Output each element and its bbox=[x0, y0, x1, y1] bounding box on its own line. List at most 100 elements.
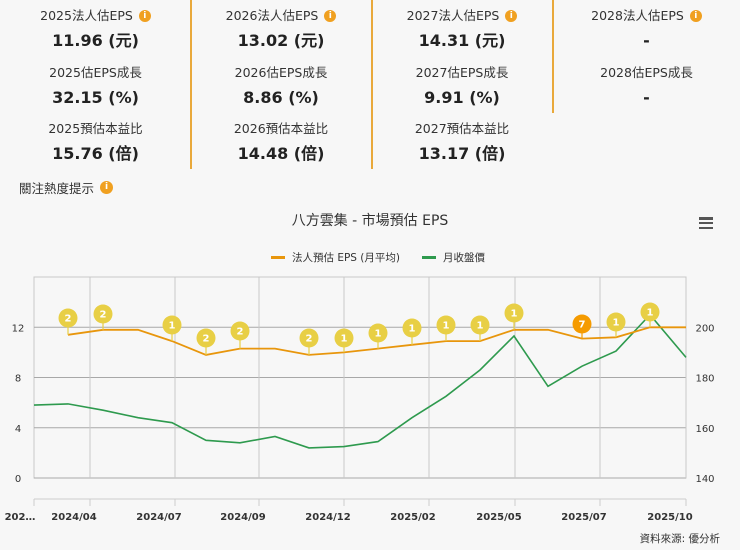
stats-column-2026: 2026法人估EPS i 13.02 (元) 2026估EPS成長 8.86 (%… bbox=[191, 0, 373, 170]
stat-pe-2025: 2025預估本益比 15.76 (倍) bbox=[0, 120, 191, 164]
info-icon[interactable]: i bbox=[100, 181, 114, 194]
info-icon[interactable]: i bbox=[505, 10, 518, 22]
svg-text:1: 1 bbox=[511, 309, 518, 320]
svg-text:140: 140 bbox=[695, 474, 714, 485]
attention-pin[interactable]: 1 bbox=[162, 315, 182, 342]
svg-text:1: 1 bbox=[409, 324, 416, 335]
svg-text:1: 1 bbox=[341, 334, 348, 345]
attention-pins: 2 2 1 2 2 2 1 1 1 1 1 1 7 1 1 bbox=[58, 302, 660, 355]
stat-pe-2027: 2027預估本益比 13.17 (倍) bbox=[371, 120, 553, 164]
svg-text:1: 1 bbox=[477, 321, 484, 332]
attention-pin[interactable]: 1 bbox=[436, 315, 456, 342]
stats-column-2028: 2028法人估EPS i - 2028估EPS成長 - bbox=[553, 0, 740, 170]
attention-pin[interactable]: 2 bbox=[299, 328, 319, 355]
attention-pin[interactable]: 1 bbox=[470, 315, 490, 342]
stat-pe-2026: 2026預估本益比 14.48 (倍) bbox=[191, 120, 371, 164]
attention-hint: 關注熱度提示 i bbox=[19, 178, 114, 197]
legend-label: 法人預估 EPS (月平均) bbox=[292, 252, 400, 264]
stat-eps-2025: 2025法人估EPS i 11.96 (元) bbox=[0, 7, 191, 51]
info-icon[interactable]: i bbox=[689, 10, 702, 22]
attention-label: 關注熱度提示 bbox=[19, 181, 95, 196]
legend-item-price[interactable]: 月收盤價 bbox=[422, 250, 485, 265]
attention-pin[interactable]: 1 bbox=[504, 303, 524, 330]
stats-column-2027: 2027法人估EPS i 14.31 (元) 2027估EPS成長 9.91 (%… bbox=[371, 0, 554, 170]
svg-text:2025/02: 2025/02 bbox=[390, 512, 435, 523]
svg-text:8: 8 bbox=[15, 374, 21, 385]
svg-text:4: 4 bbox=[15, 424, 21, 435]
stat-value: - bbox=[643, 88, 650, 107]
svg-text:200: 200 bbox=[695, 323, 714, 334]
svg-text:2024/09: 2024/09 bbox=[220, 512, 265, 523]
legend-item-eps[interactable]: 法人預估 EPS (月平均) bbox=[271, 250, 400, 265]
svg-text:2: 2 bbox=[203, 334, 210, 345]
svg-text:202…: 202… bbox=[5, 512, 36, 523]
stat-label: 2027法人估EPS bbox=[406, 8, 500, 23]
attention-pin[interactable]: 1 bbox=[640, 302, 660, 328]
stat-label: 2025預估本益比 bbox=[48, 121, 143, 136]
svg-text:2: 2 bbox=[65, 314, 72, 325]
svg-text:2: 2 bbox=[100, 310, 107, 321]
stat-label: 2025估EPS成長 bbox=[49, 65, 142, 80]
chart-menu-icon[interactable] bbox=[699, 217, 713, 229]
info-icon[interactable]: i bbox=[138, 10, 151, 22]
svg-text:1: 1 bbox=[647, 308, 654, 319]
stat-label: 2026法人估EPS bbox=[225, 8, 319, 23]
attention-pin[interactable]: 1 bbox=[334, 328, 354, 353]
attention-pin[interactable]: 2 bbox=[58, 308, 78, 335]
svg-text:2025/05: 2025/05 bbox=[476, 512, 521, 523]
chart-title: 八方雲集 - 市場預估 EPS bbox=[291, 213, 449, 229]
chart-legend: 法人預估 EPS (月平均) 月收盤價 bbox=[0, 250, 740, 265]
svg-text:2024/07: 2024/07 bbox=[136, 512, 181, 523]
attention-pin[interactable]: 1 bbox=[606, 312, 626, 338]
svg-text:2024/04: 2024/04 bbox=[51, 512, 96, 523]
svg-text:2025/10: 2025/10 bbox=[647, 512, 692, 523]
column-divider bbox=[190, 0, 192, 169]
stat-label: 2027預估本益比 bbox=[414, 121, 510, 136]
svg-text:2: 2 bbox=[306, 334, 313, 345]
stat-value: 13.17 (倍) bbox=[418, 144, 506, 163]
stat-value: 14.31 (元) bbox=[418, 31, 506, 50]
legend-label: 月收盤價 bbox=[443, 252, 485, 264]
column-divider bbox=[552, 0, 554, 113]
svg-text:1: 1 bbox=[169, 321, 176, 332]
stat-eps-2026: 2026法人估EPS i 13.02 (元) bbox=[191, 7, 371, 51]
info-icon[interactable]: i bbox=[324, 10, 337, 22]
attention-pin[interactable]: 7 bbox=[572, 314, 592, 339]
chart-grid bbox=[33, 276, 687, 479]
stat-eps-2027: 2027法人估EPS i 14.31 (元) bbox=[371, 7, 553, 51]
stats-column-2025: 2025法人估EPS i 11.96 (元) 2025估EPS成長 32.15 (… bbox=[0, 0, 192, 170]
stat-growth-2026: 2026估EPS成長 8.86 (%) bbox=[191, 64, 371, 108]
svg-text:2025/07: 2025/07 bbox=[561, 512, 606, 523]
stat-value: - bbox=[643, 31, 650, 50]
attention-pin[interactable]: 2 bbox=[93, 304, 113, 330]
stat-value: 15.76 (倍) bbox=[52, 144, 139, 163]
svg-text:2024/12: 2024/12 bbox=[305, 512, 350, 523]
svg-text:12: 12 bbox=[12, 323, 25, 334]
legend-swatch-eps bbox=[271, 256, 285, 259]
svg-text:160: 160 bbox=[695, 424, 714, 435]
svg-text:1: 1 bbox=[613, 318, 620, 329]
stat-value: 11.96 (元) bbox=[52, 31, 139, 50]
attention-pin[interactable]: 2 bbox=[230, 321, 250, 349]
attention-pin[interactable]: 1 bbox=[402, 318, 422, 345]
stat-growth-2028: 2028估EPS成長 - bbox=[553, 64, 740, 108]
attention-pin[interactable]: 2 bbox=[196, 328, 216, 355]
stat-value: 8.86 (%) bbox=[243, 88, 319, 107]
svg-text:7: 7 bbox=[579, 320, 586, 331]
stat-label: 2027估EPS成長 bbox=[415, 65, 509, 80]
stat-label: 2025法人估EPS bbox=[40, 8, 133, 23]
svg-text:180: 180 bbox=[695, 374, 714, 385]
stat-value: 14.48 (倍) bbox=[237, 144, 325, 163]
stat-growth-2025: 2025估EPS成長 32.15 (%) bbox=[0, 64, 191, 108]
attention-pin[interactable]: 1 bbox=[368, 323, 388, 349]
stat-growth-2027: 2027估EPS成長 9.91 (%) bbox=[371, 64, 553, 108]
svg-text:1: 1 bbox=[443, 321, 450, 332]
stat-value: 9.91 (%) bbox=[424, 88, 500, 107]
column-divider bbox=[371, 0, 373, 169]
svg-text:1: 1 bbox=[375, 329, 382, 340]
legend-swatch-price bbox=[422, 256, 436, 259]
stat-label: 2026估EPS成長 bbox=[234, 65, 328, 80]
svg-text:2: 2 bbox=[237, 327, 244, 338]
